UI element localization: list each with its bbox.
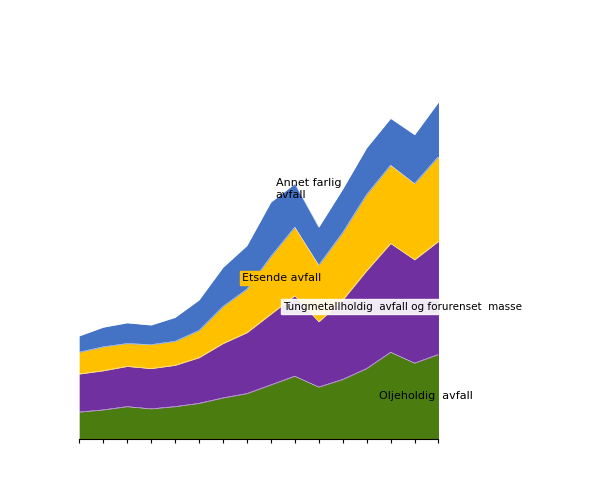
Text: Etsende avfall: Etsende avfall <box>242 273 322 283</box>
Text: Annet farlig
avfall: Annet farlig avfall <box>276 178 341 200</box>
Text: Oljeholdig  avfall: Oljeholdig avfall <box>379 391 473 401</box>
Text: Tungmetallholdig  avfall og forurenset  masse: Tungmetallholdig avfall og forurenset ma… <box>283 302 522 311</box>
